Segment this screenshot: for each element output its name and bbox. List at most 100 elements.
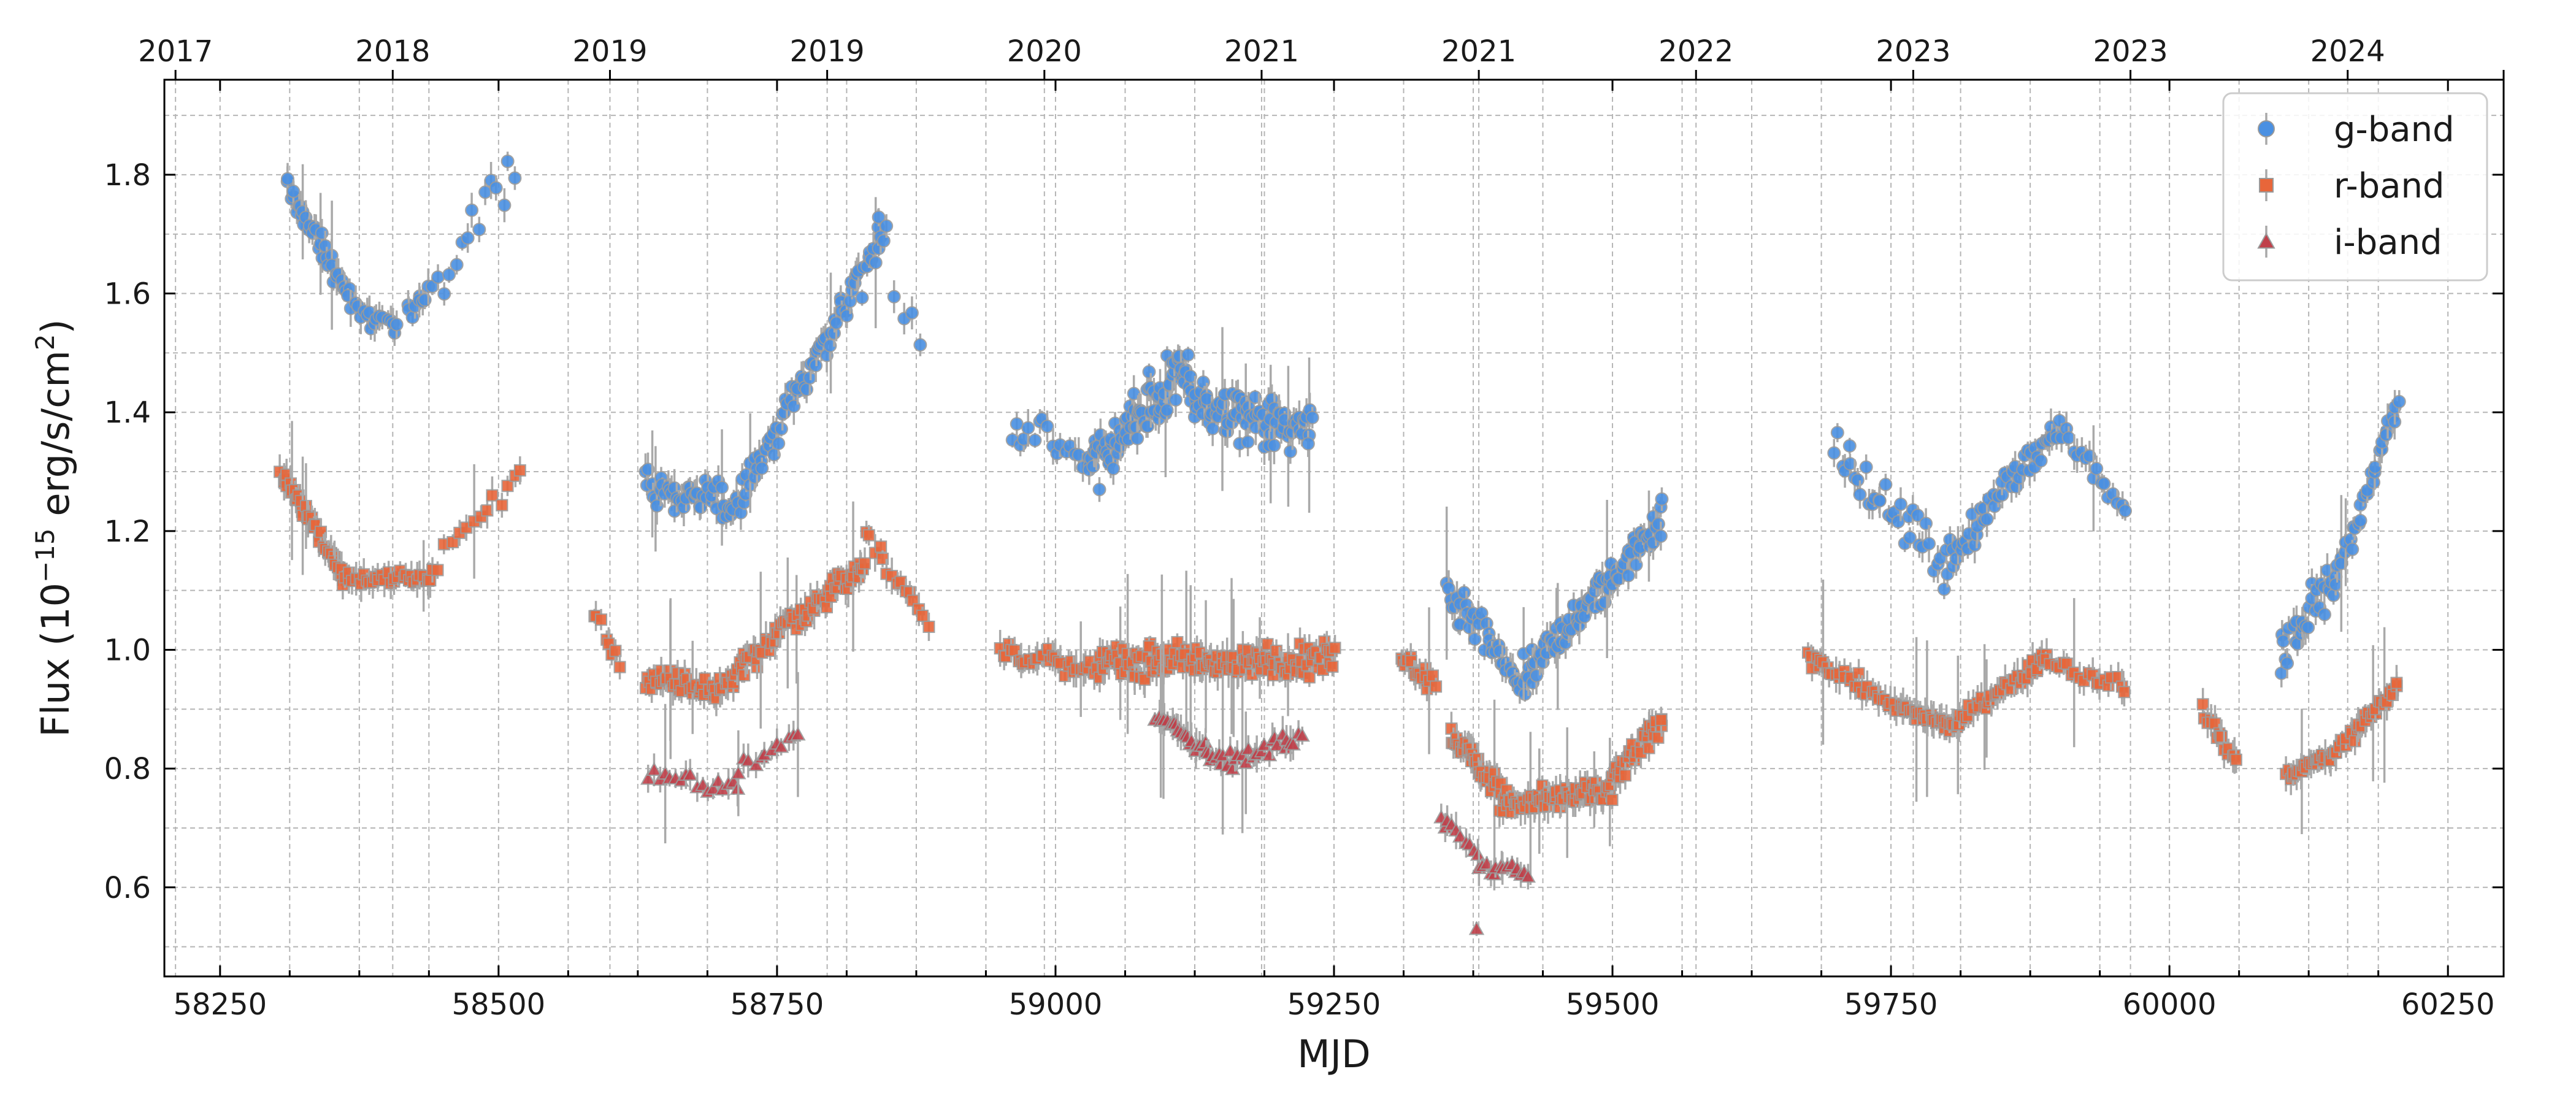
r-band-point [1303,671,1316,684]
g-band-point [1010,417,1024,431]
g-band-point [1142,365,1156,379]
g-band-point [1830,426,1844,440]
y-tick-label: 0.6 [104,871,151,905]
g-band-point [472,223,486,237]
r-band-point [2215,730,2228,743]
g-band-point [1843,457,1857,471]
r-band-point [876,553,889,565]
top-tick-label: 2021 [1224,34,1299,69]
g-band-point [2379,427,2393,442]
g-band-point [715,480,729,494]
g-band-point [1106,462,1121,476]
g-band-point [767,448,781,462]
g-band-point [1200,392,1214,406]
g-band-point [1267,439,1281,453]
i-band-point [748,757,764,772]
g-band-point [2097,477,2111,491]
r-band-point [1328,642,1341,654]
i-band-point [1470,846,1486,861]
r-band-point [447,535,459,548]
r-band-point [609,645,622,657]
x-axis-label: MJD [1297,1032,1371,1076]
legend-marker-i-band [2257,232,2275,249]
g-band-point [1206,421,1220,435]
g-band-point [1283,445,1297,459]
x-tick-label: 60250 [2401,987,2495,1022]
g-band-point [431,270,445,284]
x-tick-label: 60000 [2123,987,2217,1022]
top-tick-label: 2023 [1876,34,1950,69]
r-band-point [875,540,887,553]
r-band-point [858,557,871,570]
g-band-point [1021,421,1035,435]
r-band-point [595,613,608,626]
g-band-point [1850,473,1865,487]
i-band-point [1285,736,1301,751]
g-band-point [1181,348,1195,362]
r-band-point [501,480,514,493]
g-band-point [800,383,814,397]
g-band-point [1980,512,1994,526]
g-band-point [2329,577,2343,591]
g-band-point [1842,439,1857,453]
g-band-point [774,422,788,436]
g-band-point [2034,454,2048,468]
y-tick-label: 1.6 [104,277,151,312]
ylabel-prefix: Flux (10 [33,583,78,737]
top-tick-label: 2020 [1007,34,1082,69]
g-band-point [1160,403,1174,417]
i-band-point [730,765,746,780]
g-band-point [872,210,886,224]
r-band-point [481,504,494,517]
g-band-point [280,172,294,186]
top-tick-label: 2019 [790,34,865,69]
r-band-point [2390,677,2403,689]
legend-label-g-band: g-band [2334,110,2455,150]
g-band-point [1903,531,1917,545]
g-band-point [913,338,927,352]
g-band-point [497,198,512,212]
g-band-point [1859,460,1873,474]
r-band-point [1171,636,1184,649]
r-band-point [1606,794,1619,807]
g-band-point [876,234,891,248]
ylabel-units: erg/s/cm [33,350,78,528]
ylabel-squared: 2 [30,334,60,350]
y-tick-label: 1.2 [104,515,151,549]
g-band-point [1922,537,1936,551]
r-band-point [613,661,626,673]
g-band-point [1040,420,1054,434]
i-band-point [1452,828,1468,843]
top-tick-label: 2017 [138,34,213,69]
i-band-point [1294,727,1310,742]
y-tick-label: 0.8 [104,752,151,786]
x-tick-label: 58500 [452,987,546,1022]
g-band-point [1457,586,1471,600]
g-band-point [500,155,515,169]
i-band-point [1520,868,1536,883]
g-band-point [1654,529,1668,543]
top-tick-label: 2019 [572,34,647,69]
legend-label-r-band: r-band [2334,166,2445,206]
legend-box [2222,92,2488,282]
r-band-point [916,610,929,623]
y-axis-label: Flux (10−15 erg/s/cm2) [30,319,79,737]
g-band-point [2118,504,2133,518]
g-band-point [508,171,522,185]
i-band-point [1468,921,1485,935]
g-band-point [880,219,894,233]
g-band-point [1305,410,1319,424]
x-tick-label: 59500 [1566,987,1660,1022]
r-band-point [1326,660,1339,673]
g-band-point [1183,369,1197,383]
g-band-point [461,231,475,245]
g-band-point [437,287,451,301]
g-band-point [1651,517,1665,531]
g-band-point [1853,488,1867,502]
y-tick-label: 1.8 [104,158,151,193]
g-band-point [2280,656,2294,670]
i-band-point [773,738,789,753]
g-band-point [1130,431,1144,445]
g-band-point [887,289,901,304]
